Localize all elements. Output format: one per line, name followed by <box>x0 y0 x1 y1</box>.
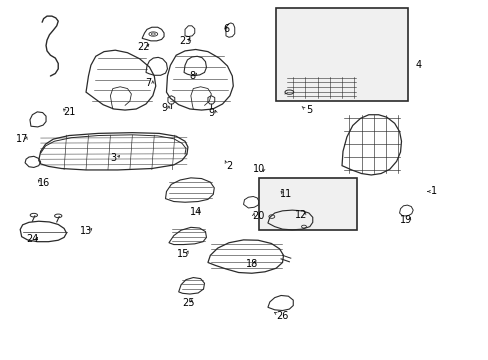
Bar <box>276 8 407 101</box>
Text: 20: 20 <box>251 211 264 221</box>
Text: 4: 4 <box>415 60 421 70</box>
Text: 25: 25 <box>182 298 194 308</box>
Text: 14: 14 <box>189 207 202 217</box>
Text: 10: 10 <box>252 164 264 174</box>
Bar <box>259 178 356 230</box>
Text: 9: 9 <box>208 108 214 118</box>
Text: 1: 1 <box>430 186 436 197</box>
Text: 3: 3 <box>110 153 117 163</box>
Text: 19: 19 <box>400 215 412 225</box>
Text: 7: 7 <box>145 78 151 88</box>
Text: 8: 8 <box>189 71 195 81</box>
Text: 12: 12 <box>294 210 306 220</box>
Text: 26: 26 <box>276 311 288 320</box>
Text: 18: 18 <box>245 259 257 269</box>
Text: 15: 15 <box>177 249 189 259</box>
Text: 21: 21 <box>62 107 75 117</box>
Text: 5: 5 <box>305 105 311 115</box>
Text: 22: 22 <box>137 42 149 52</box>
Text: 16: 16 <box>38 178 50 188</box>
Text: 11: 11 <box>280 189 292 199</box>
Text: 2: 2 <box>225 161 231 171</box>
Text: 13: 13 <box>80 226 92 236</box>
Text: 6: 6 <box>223 24 228 35</box>
Text: 24: 24 <box>26 234 39 244</box>
Text: 23: 23 <box>179 36 191 46</box>
Text: 17: 17 <box>16 134 28 144</box>
Text: 9: 9 <box>161 103 167 113</box>
